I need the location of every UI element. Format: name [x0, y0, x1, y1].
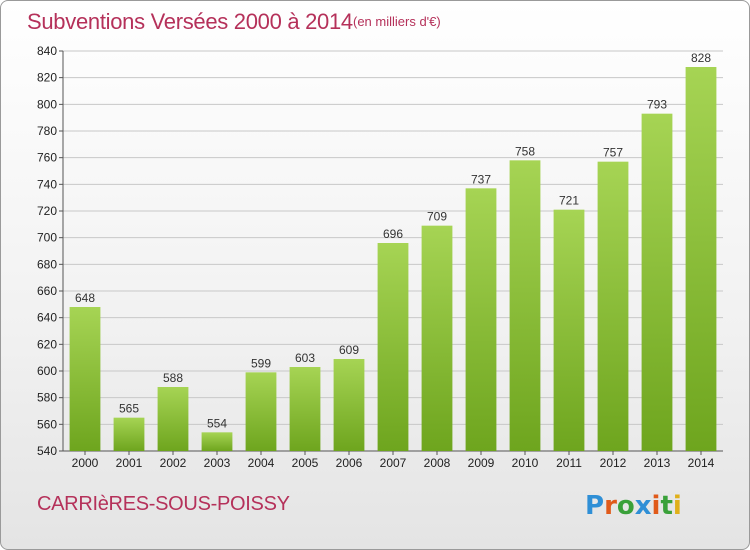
x-tick-label: 2003: [204, 456, 231, 470]
bar-2008: [421, 225, 453, 451]
bar-2009: [465, 188, 497, 452]
bar-2012: [597, 161, 629, 451]
bar-2011: [553, 209, 585, 451]
logo-letter: i: [651, 491, 661, 521]
bar-2007: [377, 243, 409, 451]
data-label: 758: [515, 144, 535, 158]
y-tick-label: 540: [37, 444, 57, 458]
bar-2006: [333, 359, 365, 451]
logo-letter: t: [660, 491, 673, 521]
logo-letter: P: [585, 491, 605, 521]
y-tick-label: 820: [37, 71, 57, 85]
y-tick-label: 640: [37, 311, 57, 325]
bars: [69, 67, 717, 452]
data-label: 609: [339, 343, 359, 357]
y-tick-label: 700: [37, 231, 57, 245]
logo-letter: o: [616, 491, 635, 521]
data-label: 603: [295, 351, 315, 365]
x-tick-label: 2002: [160, 456, 187, 470]
bar-2004: [245, 372, 277, 451]
data-label: 721: [559, 194, 579, 208]
x-tick-label: 2014: [688, 456, 715, 470]
x-tick-label: 2011: [556, 456, 582, 470]
proxiti-logo[interactable]: Proxiti: [585, 491, 682, 521]
data-label: 554: [207, 416, 227, 430]
bar-2000: [69, 307, 101, 451]
x-tick-label: 2004: [248, 456, 275, 470]
logo-letter: x: [634, 491, 652, 521]
data-label: 737: [471, 172, 491, 186]
x-tick-label: 2010: [512, 456, 539, 470]
logo-letter: r: [604, 491, 617, 521]
x-tick-label: 2009: [468, 456, 495, 470]
y-tick-label: 800: [37, 97, 57, 111]
data-label: 828: [691, 51, 711, 65]
y-tick-label: 580: [37, 391, 57, 405]
bar-2003: [201, 432, 233, 451]
x-tick-label: 2007: [380, 456, 407, 470]
data-label: 565: [119, 402, 139, 416]
data-label: 648: [75, 291, 95, 305]
commune-name: CARRIèRES-SOUS-POISSY: [37, 493, 290, 515]
x-tick-label: 2006: [336, 456, 363, 470]
x-tick-label: 2000: [72, 456, 99, 470]
y-tick-label: 680: [37, 257, 57, 271]
data-label: 793: [647, 98, 667, 112]
data-label: 709: [427, 210, 447, 224]
labels: 2000 648 2001 565 2002 588 2003 554 2004 599 2005 6…: [72, 51, 715, 470]
data-label: 588: [163, 371, 183, 385]
chart-title: Subventions Versées 2000 à 2014: [27, 9, 353, 34]
bar-2005: [289, 367, 321, 451]
x-tick-label: 2013: [644, 456, 671, 470]
x-tick-label: 2005: [292, 456, 319, 470]
bar-2013: [641, 113, 673, 452]
y-tick-label: 720: [37, 204, 57, 218]
bar-2002: [157, 387, 189, 451]
bar-2001: [113, 417, 145, 451]
logo-letter: i: [672, 491, 682, 521]
y-tick-label: 780: [37, 124, 57, 138]
y-tick-label: 620: [37, 337, 57, 351]
y-tick-label: 740: [37, 177, 57, 191]
data-label: 599: [251, 356, 271, 370]
y-tick-label: 840: [37, 44, 57, 58]
chart-subtitle: (en milliers d'€): [353, 14, 441, 29]
bar-2010: [509, 160, 541, 452]
x-tick-label: 2012: [600, 456, 627, 470]
y-tick-label: 600: [37, 364, 57, 378]
y-tick-label: 660: [37, 284, 57, 298]
bar-2014: [685, 67, 717, 451]
y-tick-label: 760: [37, 151, 57, 165]
data-label: 696: [383, 227, 403, 241]
y-tick-label: 560: [37, 417, 57, 431]
x-tick-label: 2008: [424, 456, 451, 470]
data-label: 757: [603, 146, 623, 160]
x-tick-label: 2001: [116, 456, 143, 470]
